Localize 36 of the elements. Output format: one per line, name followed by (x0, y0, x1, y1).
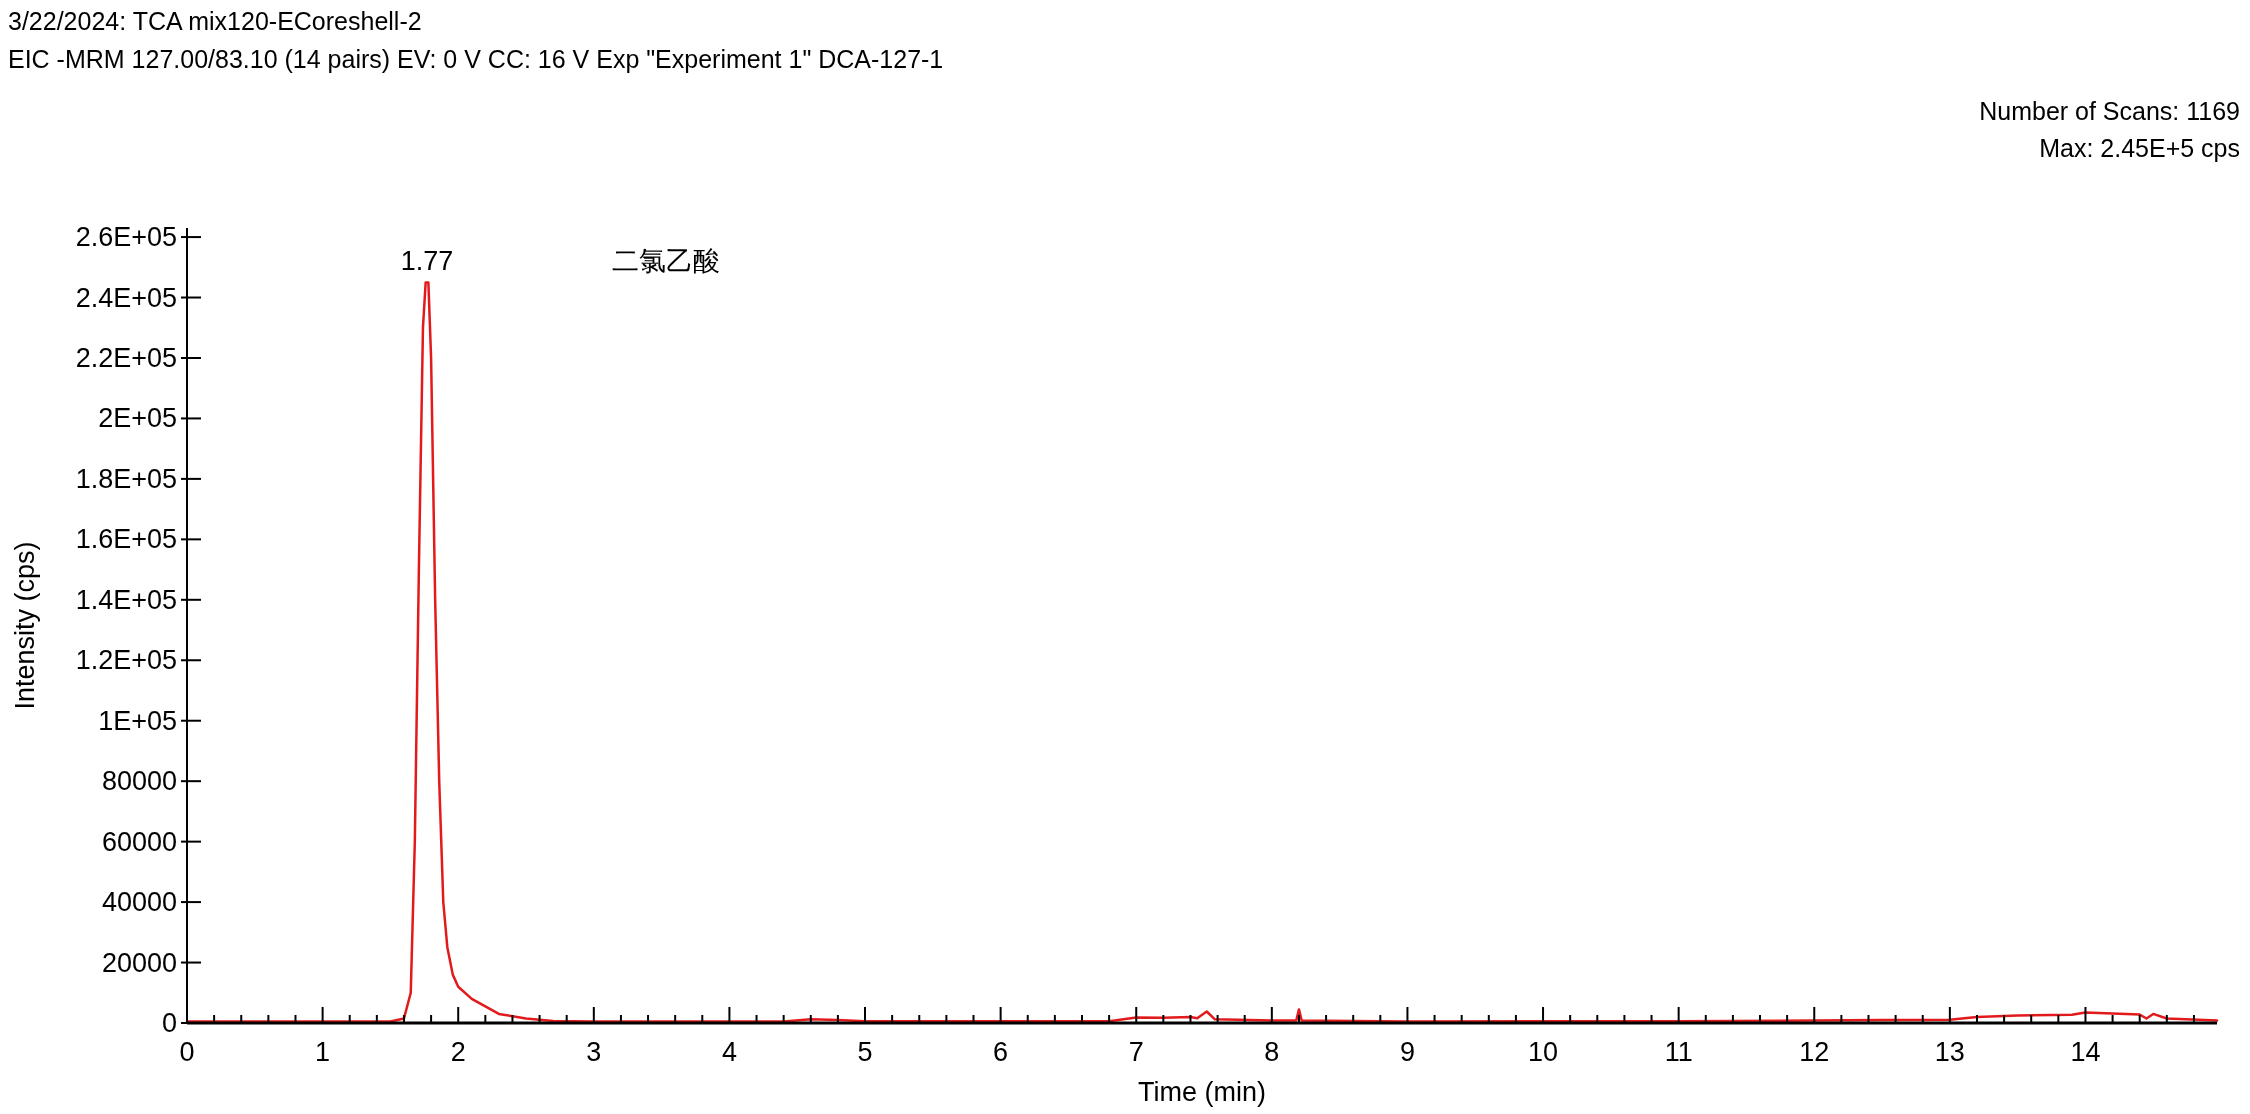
y-tick-label: 80000 (101, 766, 177, 797)
y-tick-label: 1E+05 (98, 705, 177, 736)
x-tick-label: 3 (586, 1037, 602, 1067)
y-tick-label: 2E+05 (98, 403, 177, 434)
text: Max: 2.45E+5 cps (2039, 134, 2240, 162)
x-tick-label: 5 (857, 1037, 873, 1067)
y-tick-label: 2.2E+05 (75, 342, 177, 373)
y-tick-label: 1.6E+05 (75, 524, 177, 555)
x-tick-label: 14 (2070, 1037, 2101, 1067)
x-tick-label: 1 (315, 1037, 331, 1067)
x-tick-label: 10 (1528, 1037, 1559, 1067)
x-tick-label: 9 (1399, 1037, 1415, 1067)
y-tick-label: 2.6E+05 (75, 222, 177, 253)
annotation: 二氯乙酸 (612, 246, 721, 277)
y-tick-label: 20000 (101, 947, 177, 978)
annotation: 1.77 (400, 246, 454, 277)
chart-subtitle: EIC -MRM 127.00/83.10 (14 pairs) EV: 0 V CC: 16 V Exp "Experiment 1" DCA-127-1 (8, 45, 944, 73)
x-tick-label: 4 (721, 1037, 737, 1067)
chart-title: 3/22/2024: TCA mix120-ECoreshell-2 (8, 7, 422, 35)
text: Number of Scans: 1169 (1979, 97, 2240, 125)
y-tick-label: 1.8E+05 (75, 463, 177, 494)
x-tick-label: 7 (1128, 1037, 1144, 1067)
y-axis-title: Intensity (cps) (10, 541, 40, 710)
y-tick-label: 1.2E+05 (75, 645, 177, 676)
x-tick-label: 6 (993, 1037, 1009, 1067)
x-axis-title: Time (min) (1138, 1077, 1266, 1107)
x-tick-label: 13 (1934, 1037, 1965, 1067)
y-tick-label: 2.4E+05 (75, 282, 177, 313)
y-tick-label: 0 (161, 1008, 177, 1038)
y-tick-label: 1.4E+05 (75, 584, 177, 615)
x-tick-label: 11 (1664, 1037, 1693, 1067)
x-tick-label: 2 (450, 1037, 466, 1067)
y-tick-label: 60000 (101, 826, 177, 857)
x-tick-label: 12 (1799, 1037, 1830, 1067)
y-tick-label: 40000 (101, 887, 177, 918)
x-tick-label: 8 (1264, 1037, 1280, 1067)
